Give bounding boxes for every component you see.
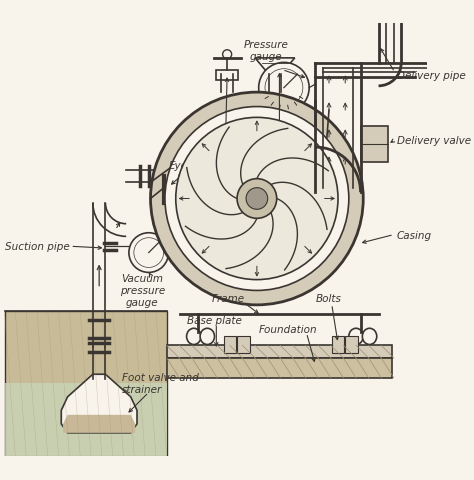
Bar	[224, 336, 236, 353]
Bar	[216, 71, 238, 81]
Text: Vacuum
pressure
gauge: Vacuum pressure gauge	[120, 274, 165, 307]
Bar	[345, 336, 358, 353]
Text: Eye: Eye	[169, 161, 188, 171]
Text: Air valve: Air valve	[194, 143, 239, 153]
Bar	[332, 336, 344, 353]
Circle shape	[259, 63, 309, 114]
Circle shape	[246, 188, 268, 210]
Text: Pressure
gauge: Pressure gauge	[244, 40, 288, 61]
Circle shape	[151, 93, 363, 305]
Text: Funnel: Funnel	[266, 143, 301, 153]
Text: Bolts: Bolts	[316, 293, 341, 303]
Circle shape	[129, 233, 169, 273]
Bar	[167, 358, 392, 378]
Polygon shape	[255, 59, 295, 75]
Text: Suction pipe: Suction pipe	[5, 242, 69, 252]
Text: Foot valve and
strainer: Foot valve and strainer	[122, 372, 199, 394]
Bar	[167, 346, 392, 358]
Polygon shape	[61, 374, 137, 433]
Circle shape	[223, 51, 232, 60]
Ellipse shape	[349, 329, 363, 345]
Bar	[5, 384, 167, 456]
Text: Casing: Casing	[397, 230, 432, 240]
Text: Delivery valve: Delivery valve	[397, 136, 471, 145]
Bar	[5, 312, 167, 456]
Ellipse shape	[362, 329, 377, 345]
Ellipse shape	[200, 329, 215, 345]
Ellipse shape	[187, 329, 201, 345]
Circle shape	[134, 238, 164, 268]
Text: Delivery pipe: Delivery pipe	[397, 71, 465, 81]
Polygon shape	[63, 415, 135, 433]
Circle shape	[165, 108, 349, 291]
Bar	[361, 127, 388, 163]
Text: Base plate: Base plate	[187, 315, 241, 325]
Circle shape	[265, 70, 303, 108]
Bar	[237, 336, 250, 353]
Circle shape	[237, 180, 277, 219]
Text: Foundation: Foundation	[259, 324, 318, 335]
Circle shape	[176, 118, 338, 280]
Text: Frame: Frame	[211, 293, 245, 303]
Text: Impeller: Impeller	[177, 173, 219, 183]
